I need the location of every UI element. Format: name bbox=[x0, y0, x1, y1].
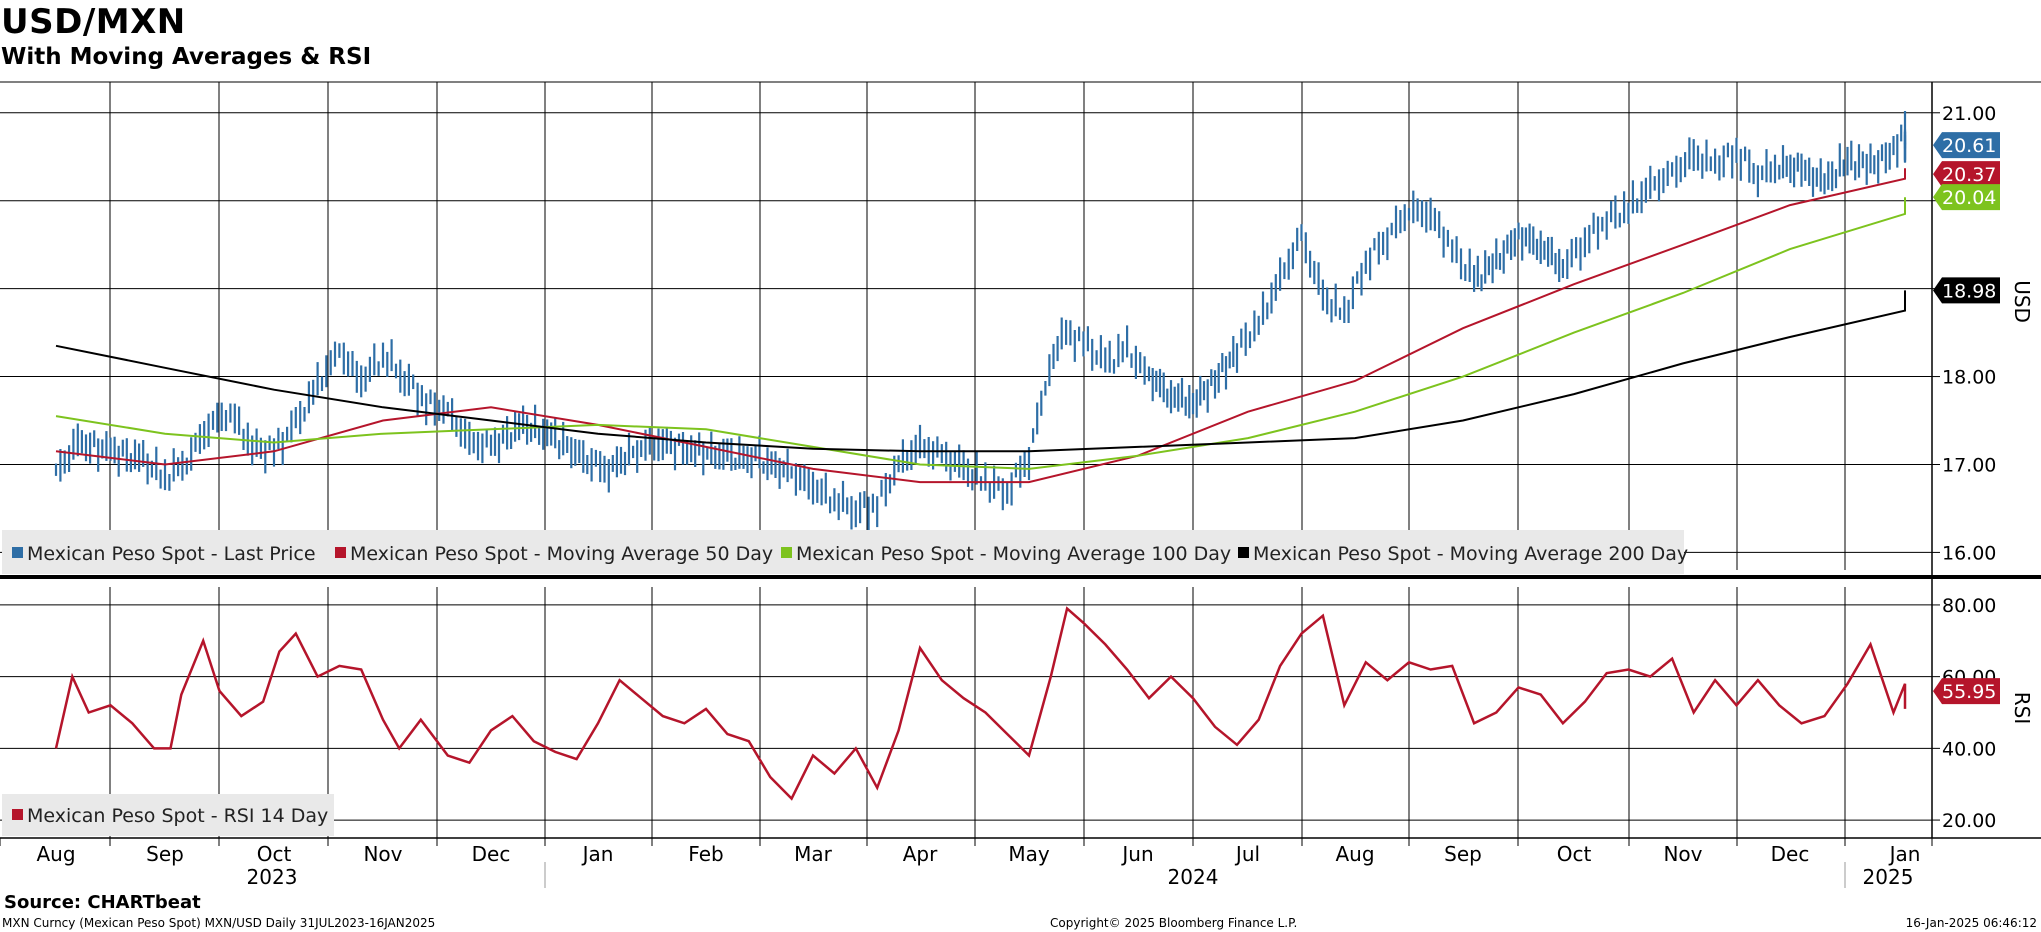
x-year-label: 2025 bbox=[1863, 865, 1914, 889]
rsi-line bbox=[54, 606, 1907, 801]
x-year-label: 2023 bbox=[247, 865, 298, 889]
x-month-label: Oct bbox=[1557, 842, 1592, 866]
price-axis-title: USD bbox=[2010, 280, 2034, 323]
ma100-legend-swatch bbox=[781, 547, 792, 558]
price-ytick-label: 16.00 bbox=[1942, 542, 1996, 564]
ma50-line bbox=[55, 168, 1906, 484]
x-month-label: Sep bbox=[1444, 842, 1482, 866]
ma100-value-tag-bg bbox=[1933, 184, 2000, 211]
ma200-legend-swatch bbox=[1238, 547, 1249, 558]
ma200-value-tag: 18.98 bbox=[1933, 277, 2000, 304]
x-month-label: Nov bbox=[1663, 842, 1702, 866]
chart-title: USD/MXN bbox=[1, 2, 186, 42]
x-month-label: Sep bbox=[146, 842, 184, 866]
rsi-value-tag: 55.95 bbox=[1933, 678, 2000, 705]
rsi-ytick-label: 20.00 bbox=[1942, 810, 1996, 832]
footer-ticker-info: MXN Curncy (Mexican Peso Spot) MXN/USD D… bbox=[2, 916, 436, 930]
footer-copyright: Copyright© 2025 Bloomberg Finance L.P. bbox=[1050, 916, 1298, 930]
chart-frame bbox=[0, 81, 2041, 839]
rsi-ytick-label: 80.00 bbox=[1942, 595, 1996, 617]
price-ytick-label: 17.00 bbox=[1942, 454, 1996, 476]
ma50-value-tag-label: 20.37 bbox=[1942, 164, 1996, 186]
last_price-value-tag: 20.61 bbox=[1933, 132, 2000, 159]
footer-timestamp: 16-Jan-2025 06:46:12 bbox=[1905, 916, 2037, 930]
ma200-value-tag-bg bbox=[1933, 277, 2000, 304]
ma50-legend-swatch bbox=[335, 547, 346, 558]
x-month-label: Aug bbox=[1335, 842, 1374, 866]
rsi-value-tag-bg bbox=[1933, 678, 2000, 705]
x-month-label: Mar bbox=[794, 842, 833, 866]
series-layer bbox=[54, 111, 1907, 801]
last_price-legend-swatch bbox=[12, 547, 23, 558]
ma50-legend-label: Mexican Peso Spot - Moving Average 50 Da… bbox=[350, 543, 773, 565]
x-year-label: 2024 bbox=[1168, 865, 1219, 889]
ma100-line bbox=[55, 197, 1906, 470]
ma200-legend-label: Mexican Peso Spot - Moving Average 200 D… bbox=[1253, 543, 1688, 565]
last_price-value-tag-bg bbox=[1933, 132, 2000, 159]
last_price-value-tag-label: 20.61 bbox=[1942, 135, 1996, 157]
price-ytick-label: 21.00 bbox=[1942, 103, 1996, 125]
chart-subtitle: With Moving Averages & RSI bbox=[1, 44, 372, 70]
ma50-value-tag: 20.37 bbox=[1933, 161, 2000, 188]
ma200-value-tag-label: 18.98 bbox=[1942, 280, 1996, 302]
x-month-label: May bbox=[1008, 842, 1050, 866]
x-month-label: Apr bbox=[903, 842, 938, 866]
price-ytick-label: 18.00 bbox=[1942, 367, 1996, 389]
rsi-legend-box bbox=[2, 794, 334, 836]
source-label: Source: CHARTbeat bbox=[4, 892, 201, 913]
x-month-label: Nov bbox=[363, 842, 402, 866]
rsi-axis-title: RSI bbox=[2010, 692, 2034, 725]
ma100-value-tag: 20.04 bbox=[1933, 184, 2000, 211]
x-month-label: Feb bbox=[688, 842, 723, 866]
rsi-legend-swatch bbox=[12, 809, 23, 820]
x-month-label: Dec bbox=[1771, 842, 1810, 866]
ma100-value-tag-label: 20.04 bbox=[1942, 187, 1996, 209]
price-legend-box bbox=[2, 530, 1684, 574]
axis-layer: 16.0017.0018.0019.0020.0021.0020.0040.00… bbox=[0, 103, 2034, 889]
rsi-value-tag-label: 55.95 bbox=[1942, 681, 1996, 703]
x-month-label: Jun bbox=[1120, 842, 1153, 866]
x-month-label: Aug bbox=[36, 842, 75, 866]
ma50-value-tag-bg bbox=[1933, 161, 2000, 188]
legend-layer: Mexican Peso Spot - Last Price Mexican Pe… bbox=[2, 530, 1688, 836]
rsi-legend-label: Mexican Peso Spot - RSI 14 Day bbox=[27, 805, 328, 827]
x-month-label: Oct bbox=[257, 842, 292, 866]
ma100-legend-label: Mexican Peso Spot - Moving Average 100 D… bbox=[796, 543, 1231, 565]
x-month-label: Dec bbox=[472, 842, 511, 866]
x-month-label: Jan bbox=[1888, 842, 1921, 866]
x-month-label: Jul bbox=[1234, 842, 1260, 866]
x-month-label: Jan bbox=[581, 842, 614, 866]
last_price-legend-label: Mexican Peso Spot - Last Price bbox=[27, 543, 316, 565]
ma200-line bbox=[55, 290, 1906, 453]
rsi-ytick-label: 40.00 bbox=[1942, 738, 1996, 760]
